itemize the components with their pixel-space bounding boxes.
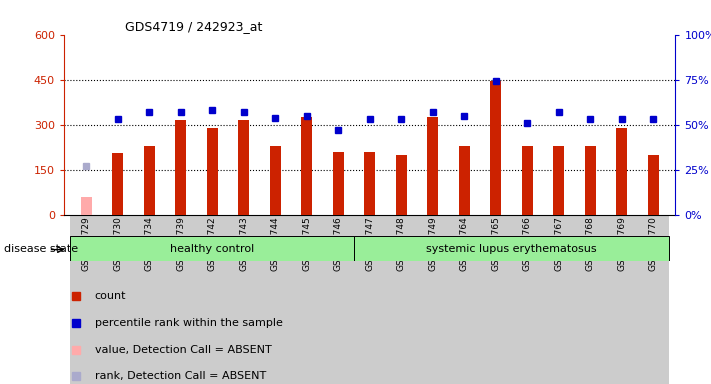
Text: systemic lupus erythematosus: systemic lupus erythematosus xyxy=(426,243,597,254)
Bar xyxy=(449,215,480,384)
Bar xyxy=(648,155,659,215)
Bar xyxy=(323,215,354,384)
Bar xyxy=(543,215,574,384)
Bar xyxy=(522,146,533,215)
Bar xyxy=(165,215,196,384)
Bar xyxy=(459,146,470,215)
Bar xyxy=(606,215,638,384)
Bar xyxy=(112,153,123,215)
Bar xyxy=(585,146,596,215)
Bar xyxy=(196,215,228,384)
Bar xyxy=(511,215,543,384)
Bar xyxy=(144,146,154,215)
Text: disease state: disease state xyxy=(4,244,77,254)
Text: count: count xyxy=(95,291,126,301)
Bar xyxy=(102,215,134,384)
Bar xyxy=(385,215,417,384)
Bar xyxy=(553,146,565,215)
Bar xyxy=(238,120,249,215)
Text: healthy control: healthy control xyxy=(170,243,255,254)
Text: value, Detection Call = ABSENT: value, Detection Call = ABSENT xyxy=(95,344,272,354)
Bar xyxy=(333,152,343,215)
Bar xyxy=(396,155,407,215)
Bar xyxy=(574,215,606,384)
Bar xyxy=(260,215,291,384)
Bar xyxy=(175,120,186,215)
Bar xyxy=(480,215,511,384)
Bar xyxy=(291,215,323,384)
Bar xyxy=(70,236,354,261)
Bar xyxy=(638,215,669,384)
Bar xyxy=(417,215,449,384)
Bar xyxy=(354,236,669,261)
Bar xyxy=(228,215,260,384)
Text: percentile rank within the sample: percentile rank within the sample xyxy=(95,318,282,328)
Bar xyxy=(491,81,501,215)
Text: GDS4719 / 242923_at: GDS4719 / 242923_at xyxy=(125,20,262,33)
Bar xyxy=(616,128,627,215)
Bar xyxy=(134,215,165,384)
Text: rank, Detection Call = ABSENT: rank, Detection Call = ABSENT xyxy=(95,371,266,381)
Bar xyxy=(427,117,438,215)
Bar xyxy=(364,152,375,215)
Bar xyxy=(301,117,312,215)
Bar xyxy=(354,215,385,384)
Bar xyxy=(207,128,218,215)
Bar xyxy=(70,215,102,384)
Bar xyxy=(269,146,281,215)
Bar xyxy=(80,197,92,215)
